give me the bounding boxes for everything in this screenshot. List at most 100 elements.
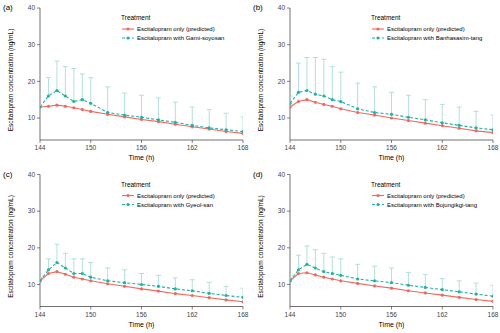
error-bar [122, 270, 127, 283]
error-bar [207, 282, 212, 293]
error-bar [423, 275, 428, 288]
error-bar [440, 279, 445, 290]
error-bar [46, 78, 51, 96]
marker [241, 130, 243, 133]
panel: (a)10203040144150156162168Time (h)Escita… [3, 3, 249, 162]
marker [89, 276, 92, 279]
x-tick-label: 168 [238, 311, 249, 318]
marker [314, 266, 317, 269]
background [0, 0, 500, 333]
x-tick [40, 140, 41, 143]
marker [140, 283, 143, 286]
marker [174, 121, 177, 124]
marker [373, 279, 376, 282]
marker [491, 131, 493, 134]
plot-area [290, 246, 493, 303]
x-axis [290, 306, 493, 307]
x-tick [290, 140, 291, 143]
x-axis [290, 140, 493, 141]
y-tick-label: 30 [28, 41, 36, 48]
legend-label: Escitalopram only (predicted) [387, 193, 465, 199]
y-tick-label: 40 [278, 4, 286, 11]
marker [191, 124, 194, 127]
error-bar [321, 253, 326, 271]
marker [441, 288, 444, 291]
marker [64, 94, 67, 97]
plot-area [40, 61, 243, 135]
y-tick-label: 40 [28, 171, 36, 178]
error-bar [105, 268, 110, 281]
error-bar [491, 285, 494, 296]
marker [191, 289, 194, 292]
x-axis-label: Time (h) [129, 154, 155, 162]
y-axis [290, 175, 291, 307]
y-tick [37, 211, 40, 212]
legend-label: Escitalopram with Bojungikgi-tang [387, 202, 477, 208]
marker [290, 105, 292, 108]
series-line [40, 263, 243, 298]
marker [390, 116, 393, 119]
error-bar [313, 58, 318, 95]
error-bar [88, 78, 93, 104]
legend-marker [376, 194, 379, 197]
legend: TreatmentEscitalopram only (predicted)Es… [121, 14, 224, 41]
x-tick-label: 144 [285, 311, 296, 318]
error-bar [330, 257, 335, 274]
marker [424, 118, 427, 121]
marker [331, 277, 334, 280]
y-tick [287, 174, 290, 175]
marker [331, 105, 334, 108]
marker [123, 285, 126, 288]
y-tick [37, 284, 40, 285]
x-tick-label: 162 [437, 144, 448, 151]
marker [491, 295, 493, 298]
y-tick-label: 20 [278, 78, 286, 85]
y-tick-label: 40 [278, 171, 286, 178]
error-bar [80, 259, 85, 274]
marker [40, 279, 42, 282]
marker [208, 292, 211, 295]
marker [47, 268, 50, 271]
marker [89, 279, 92, 282]
error-bar [139, 274, 144, 285]
x-tick [243, 307, 244, 310]
error-bar [173, 278, 178, 289]
error-bar [338, 259, 343, 276]
series-line [290, 264, 493, 296]
error-bar [372, 87, 377, 113]
marker [373, 284, 376, 287]
legend-title: Treatment [121, 14, 151, 21]
y-tick-label: 10 [278, 281, 286, 288]
marker [224, 298, 227, 301]
x-tick-label: 156 [386, 144, 397, 151]
legend-label: Escitalopram only (predicted) [137, 193, 215, 199]
y-axis [290, 8, 291, 140]
marker [174, 292, 177, 295]
marker [81, 98, 84, 101]
x-tick-label: 144 [285, 144, 296, 151]
legend-label: Escitalopram only (predicted) [137, 26, 215, 32]
series-line [40, 272, 243, 302]
x-axis-label: Time (h) [379, 321, 405, 329]
marker [458, 290, 461, 293]
marker [390, 113, 393, 116]
y-tick [287, 81, 290, 82]
x-tick-label: 156 [386, 311, 397, 318]
x-tick [90, 140, 91, 143]
marker [322, 270, 325, 273]
marker [224, 128, 227, 131]
marker [40, 105, 42, 108]
marker [55, 104, 58, 107]
marker [356, 282, 359, 285]
error-bar [406, 95, 411, 117]
marker [89, 110, 92, 113]
panel-label: (a) [3, 3, 13, 12]
marker [224, 294, 227, 297]
marker [305, 263, 308, 266]
error-bar [88, 263, 93, 278]
marker [474, 292, 477, 295]
error-bar [71, 259, 76, 274]
y-tick [287, 44, 290, 45]
marker [339, 279, 342, 282]
y-tick-label: 10 [278, 114, 286, 121]
